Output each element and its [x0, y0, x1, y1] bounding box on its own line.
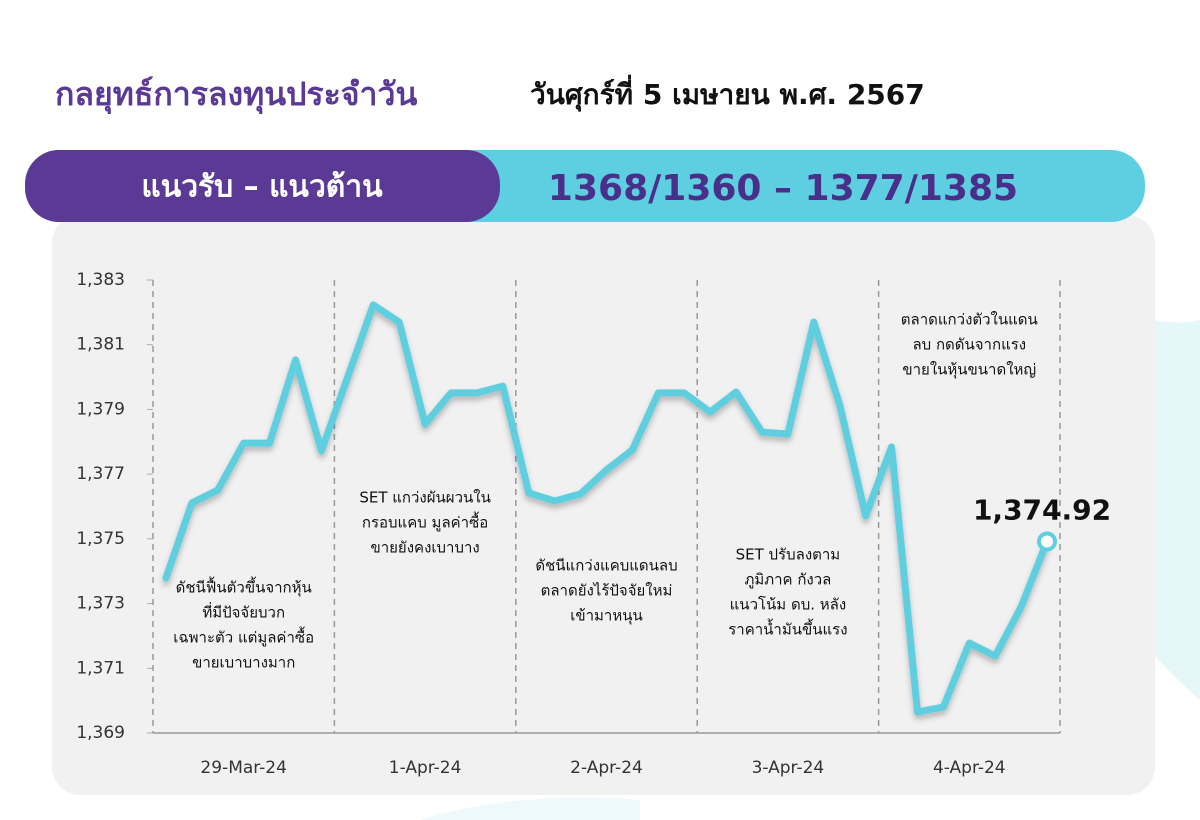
x-tick-label: 29-Mar-24: [200, 758, 287, 778]
decor: [420, 797, 640, 820]
banner-left: [25, 150, 500, 222]
y-tick-label: 1,373: [76, 594, 125, 614]
annotation: ขายเบาบางมาก: [192, 654, 295, 672]
annotation: ขายในหุ้นขนาดใหญ่: [902, 361, 1036, 380]
end-point: [1037, 531, 1058, 552]
annotation: ขายยังคงเบาบาง: [370, 539, 479, 557]
y-tick-label: 1,371: [76, 658, 125, 678]
annotation: เฉพาะตัว แต่มูลค่าซื้อ: [173, 627, 314, 647]
y-tick-label: 1,369: [76, 723, 125, 743]
annotation: ตลาดยังไร้ปัจจัยใหม่: [541, 582, 673, 600]
annotation: ที่มีปัจจัยบวก: [202, 602, 285, 622]
price-line: [162, 301, 1051, 716]
y-tick-label: 1,381: [76, 335, 125, 355]
y-tick-label: 1,379: [76, 399, 125, 419]
annotation: ตลาดแกว่งตัวในแดน: [901, 311, 1038, 329]
annotation: ภูมิภาค กังวล: [744, 571, 831, 589]
x-tick-label: 2-Apr-24: [570, 758, 643, 778]
annotation: เข้ามาหนุน: [570, 607, 643, 626]
x-tick-label: 3-Apr-24: [752, 758, 825, 778]
banner-right-text: 1368/1360 – 1377/1385: [548, 168, 1018, 209]
annotation: SET แกว่งผันผวนใน: [359, 489, 491, 507]
y-tick-label: 1,383: [76, 270, 125, 290]
annotation: ลบ กดดันจากแรง: [912, 336, 1026, 354]
annotation: ดัชนีแกว่งแคบแดนลบ: [535, 557, 677, 575]
y-tick-label: 1,375: [76, 529, 125, 549]
annotation: ราคาน้ำมันขึ้นแรง: [728, 619, 847, 639]
banner-left-text: แนวรับ – แนวต้าน: [141, 170, 383, 205]
annotation: กรอบแคบ มูลค่าซื้อ: [362, 512, 488, 532]
annotation: SET ปรับลงตาม: [736, 546, 841, 564]
x-tick-label: 1-Apr-24: [389, 758, 462, 778]
x-tick-label: 4-Apr-24: [933, 758, 1006, 778]
annotation: ดัชนีฟื้นตัวขึ้นจากหุ้น: [176, 577, 312, 598]
y-tick-label: 1,377: [76, 464, 125, 484]
date: วันศุกร์ที่ 5 เมษายน พ.ศ. 2567: [530, 74, 925, 112]
annotation: แนวโน้ม ดบ. หลัง: [730, 596, 847, 614]
title: กลยุทธ์การลงทุนประจำวัน: [55, 75, 417, 115]
end-label: 1,374.92: [973, 493, 1111, 526]
